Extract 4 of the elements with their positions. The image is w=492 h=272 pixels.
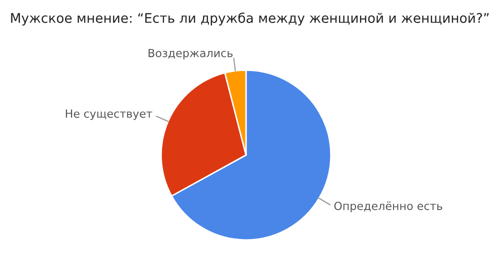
slice-label: Воздержались [148,48,233,60]
slice-label: Определённо есть [334,202,442,212]
chart-title: Мужское мнение: “Есть ли дружба между женщиной и женщиной?” [11,12,489,26]
slice-label: Не существует [66,110,152,120]
